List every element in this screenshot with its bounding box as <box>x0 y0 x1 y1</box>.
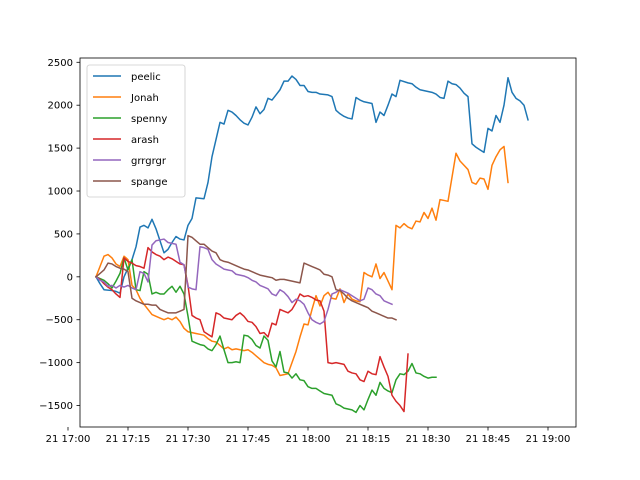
x-tick-label: 21 19:00 <box>526 434 571 445</box>
plot-frame <box>79 57 577 428</box>
series-line-spenny <box>95 257 437 414</box>
x-tick-label: 21 17:45 <box>226 434 271 445</box>
legend-frame <box>86 64 186 198</box>
y-tick-label: −500 <box>46 315 73 326</box>
series-line-arash <box>94 246 409 413</box>
x-tick-label: 21 17:30 <box>166 434 211 445</box>
y-tick-label: −1000 <box>39 358 73 369</box>
y-tick-label: 2000 <box>48 101 73 112</box>
x-tick-label: 21 18:00 <box>286 434 331 445</box>
x-tick-label: 21 18:15 <box>346 434 391 445</box>
x-axis: 21 17:00 21 17:15 21 17:30 21 17:45 21 18:00… <box>46 427 571 445</box>
x-tick-label: 21 18:45 <box>466 434 511 445</box>
series-line-Jonah <box>95 145 509 377</box>
y-tick-label: 2500 <box>48 58 73 69</box>
legend-label-grrgrgr: grrgrgr <box>131 156 167 167</box>
x-tick-label: 21 18:30 <box>406 434 451 445</box>
y-axis: 2500 2000 1500 1000 500 0 −500 −1000 −1500 <box>39 58 80 412</box>
y-tick-label: 0 <box>67 272 73 283</box>
series-line-grrgrgr <box>94 238 393 325</box>
legend-label-arash: arash <box>131 135 159 146</box>
legend-label-peelic: peelic <box>131 72 161 83</box>
legend-label-Jonah: Jonah <box>130 93 159 104</box>
legend-label-spenny: spenny <box>131 114 167 125</box>
y-tick-label: 500 <box>54 229 73 240</box>
y-tick-label: −1500 <box>39 401 73 412</box>
x-tick-label: 21 17:00 <box>46 434 91 445</box>
series-layer <box>94 75 529 414</box>
series-line-spange <box>94 234 397 321</box>
x-tick-label: 21 17:15 <box>106 434 151 445</box>
series-line-peelic <box>94 75 529 294</box>
y-tick-label: 1000 <box>48 187 73 198</box>
legend-label-spange: spange <box>131 177 168 188</box>
legend: peelic Jonah spenny arash grrgrgr spange <box>86 64 186 198</box>
y-tick-label: 1500 <box>48 144 73 155</box>
